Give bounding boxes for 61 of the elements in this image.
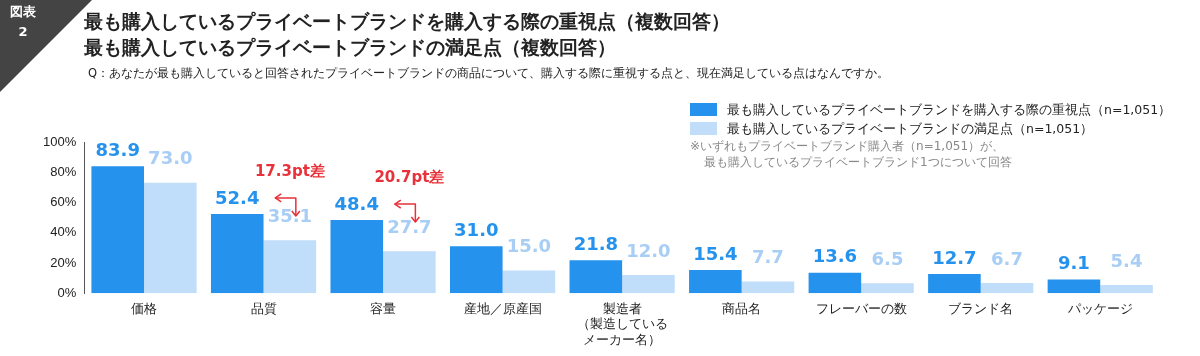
data-label: 6.5	[871, 248, 904, 270]
bar	[622, 275, 675, 294]
y-tick-label: 20%	[50, 254, 77, 270]
bar	[502, 270, 556, 294]
bar	[569, 260, 623, 294]
annotation: 最も購入しているプライベートブランド1つについて回答	[703, 154, 1013, 170]
y-tick-label: 80%	[50, 163, 77, 179]
annotation: 20.7pt差	[374, 168, 445, 187]
chart-subtitle: 最も購入しているプライベートブランドの満足点（複数回答）	[84, 35, 616, 60]
data-label: 21.8	[573, 232, 619, 254]
bar	[928, 274, 981, 294]
data-label: 6.7	[991, 247, 1023, 269]
text: Q：あなたが最も購入していると回答されたプライベートブランドの商品について、購入する際に重視する点と、現在満足している点はなんですか。	[88, 66, 890, 81]
legend-label: 最も購入しているプライベートブランドを購入する際の重視点（n=1,051）	[727, 101, 1172, 119]
x-tick-label: 価格	[131, 300, 158, 316]
bar	[689, 269, 742, 294]
data-label: 12.7	[932, 246, 977, 268]
bar	[91, 166, 145, 294]
bar	[330, 220, 384, 294]
bar	[210, 213, 264, 294]
x-tick-label: 製造者（製造しているメーカー名）	[576, 300, 668, 347]
bar	[861, 283, 914, 294]
x-tick-label: 商品名	[722, 300, 762, 316]
bar	[263, 240, 317, 294]
bar	[450, 246, 503, 294]
x-tick-label: 容量	[370, 300, 397, 316]
chart-title: 最も購入しているプライベートブランドを購入する際の重視点（複数回答）	[84, 9, 730, 34]
data-label: 15.0	[506, 235, 552, 257]
y-tick-label: 100%	[43, 133, 77, 149]
data-label: 52.4	[215, 186, 260, 208]
data-label: 5.4	[1110, 249, 1143, 271]
data-label: 12.0	[626, 239, 671, 261]
data-label: 13.6	[812, 245, 858, 267]
bar	[144, 182, 197, 294]
text: 図表 2	[9, 3, 37, 41]
bar	[808, 272, 862, 294]
bar	[1100, 285, 1153, 294]
y-tick-label: 60%	[50, 194, 77, 210]
data-label: 7.7	[752, 246, 784, 268]
data-label: 73.0	[148, 147, 193, 169]
bar	[1047, 279, 1101, 294]
data-label: 35.1	[267, 204, 313, 226]
bar	[383, 251, 436, 294]
y-tick-label: 40%	[50, 224, 77, 240]
legend-label: 最も購入しているプライベートブランドの満足点（n=1,051）	[727, 120, 1094, 138]
annotation: 17.3pt差	[254, 162, 325, 181]
x-tick-label: フレーバーの数	[815, 300, 907, 316]
data-label: 15.4	[693, 242, 738, 264]
data-label: 83.9	[95, 139, 140, 161]
annotation: ※いずれもプライベートブランド購入者（n=1,051）が、	[690, 138, 1006, 154]
data-label: 27.7	[387, 215, 432, 237]
x-tick-label: ブランド名	[948, 300, 1014, 316]
x-tick-label: パッケージ	[1066, 300, 1133, 316]
x-tick-label: 産地／原産国	[463, 300, 542, 316]
data-label: 48.4	[334, 192, 379, 214]
x-tick-label: 品質	[250, 300, 277, 316]
data-label: 31.0	[454, 219, 499, 240]
bar	[741, 281, 795, 294]
y-tick-label: 0%	[57, 284, 77, 300]
bar	[980, 283, 1034, 294]
data-label: 9.1	[1057, 252, 1090, 274]
